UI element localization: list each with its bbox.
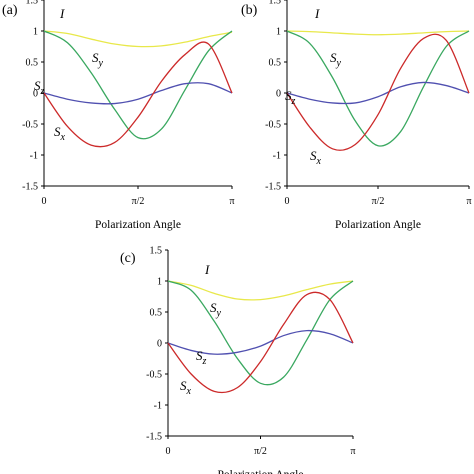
- y-tick-label: 0: [157, 339, 162, 350]
- series-annotation: Sx: [54, 124, 66, 143]
- series-annotation: Sz: [285, 88, 296, 107]
- y-tick-label: 0: [33, 89, 38, 100]
- series-annotation: Sx: [180, 378, 192, 397]
- y-tick-label: -1: [273, 151, 281, 162]
- series-annotation: Sy: [92, 50, 104, 69]
- y-tick-label: 0.5: [269, 58, 282, 69]
- series-line-i: [43, 30, 233, 48]
- panel-3: 1.5 1 0.5 0 -0.5 -1 -1.5 0 π/2 π Polarization Angl…: [120, 246, 356, 474]
- series-annotation: Sy: [330, 50, 342, 69]
- series-annotation: Sx: [310, 148, 322, 167]
- x-tick-label: π: [466, 196, 471, 207]
- series-annotation: I: [59, 6, 65, 21]
- x-tick-label: 0: [42, 196, 47, 207]
- series-line-s-y: [286, 30, 470, 147]
- panel-2: 1.5 1 0.5 0 -0.5 -1 -1.5 0 π/2 π Polarization Angl…: [241, 0, 472, 231]
- y-tick-label: -0.5: [265, 120, 281, 131]
- y-tick-label: 0.5: [150, 308, 163, 319]
- panel-label: (b): [241, 3, 258, 18]
- panel-label: (c): [120, 251, 136, 266]
- series-line-s-z: [286, 81, 470, 105]
- y-tick-label: -1.5: [146, 432, 162, 443]
- y-tick-label: 1.5: [269, 0, 282, 7]
- series-annotation: Sz: [196, 348, 207, 367]
- x-tick-label: π: [229, 196, 234, 207]
- panel-label: (a): [2, 3, 18, 18]
- series-line-s-z: [167, 329, 354, 355]
- x-tick-label: π/2: [372, 196, 385, 207]
- x-tick-label: π/2: [132, 196, 145, 207]
- y-tick-label: -1.5: [265, 182, 281, 193]
- series-annotation: Sy: [210, 300, 222, 319]
- x-tick-label: 0: [166, 446, 171, 457]
- y-tick-label: -0.5: [22, 120, 38, 131]
- series-line-s-y: [167, 280, 354, 386]
- y-tick-label: -1.5: [22, 182, 38, 193]
- y-tick-label: 1.5: [150, 246, 163, 257]
- x-axis-label: Polarization Angle: [95, 219, 181, 231]
- series-annotation: Sz: [34, 78, 45, 97]
- series-line-s-x: [43, 41, 233, 148]
- series-line-s-x: [167, 291, 354, 394]
- y-tick-label: -1: [30, 151, 38, 162]
- series-line-s-y: [43, 30, 233, 140]
- y-tick-label: 1: [33, 27, 38, 38]
- x-tick-label: 0: [285, 196, 290, 207]
- y-tick-label: -0.5: [146, 370, 162, 381]
- series-line-s-z: [43, 82, 233, 105]
- y-tick-label: 0.5: [26, 58, 39, 69]
- y-tick-label: 1.5: [26, 0, 39, 7]
- x-tick-label: π/2: [254, 446, 267, 457]
- series-line-i: [286, 30, 470, 36]
- series-line-s-x: [286, 33, 470, 151]
- panel-1: 1.5 1 0.5 0 -0.5 -1 -1.5 0 π/2 π Polarization Angl…: [2, 0, 235, 231]
- x-axis-label: Polarization Angle: [218, 469, 304, 474]
- series-annotation: I: [204, 262, 210, 277]
- series-line-i: [167, 280, 354, 301]
- series-annotation: I: [314, 6, 320, 21]
- y-tick-label: 1: [157, 277, 162, 288]
- x-tick-label: π: [350, 446, 355, 457]
- y-tick-label: 1: [276, 27, 281, 38]
- y-tick-label: 0: [276, 89, 281, 100]
- x-axis-label: Polarization Angle: [335, 219, 421, 231]
- y-tick-label: -1: [154, 401, 162, 412]
